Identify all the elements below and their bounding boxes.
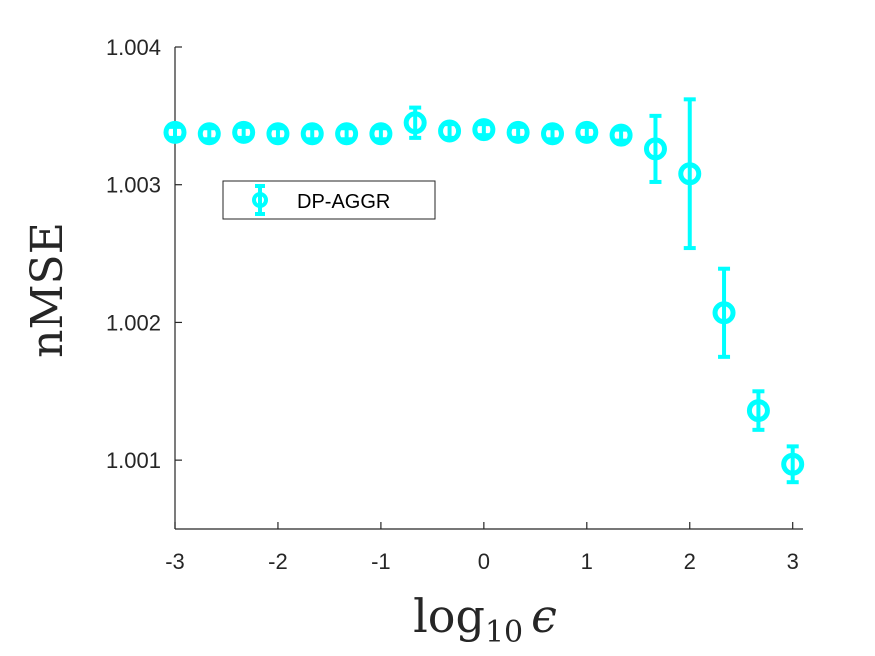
data-point <box>300 122 324 146</box>
data-point <box>163 120 187 144</box>
x-tick-label: 1 <box>581 549 593 574</box>
data-point <box>781 444 805 485</box>
data-point <box>438 119 462 143</box>
data-point-marker <box>643 137 667 161</box>
data-point-marker <box>472 118 496 142</box>
data-point-marker <box>609 123 633 147</box>
x-axis-label-epsilon: ϵ <box>531 589 557 643</box>
data-point-marker <box>300 122 324 146</box>
data-point <box>472 118 496 142</box>
data-point-marker <box>438 119 462 143</box>
x-tick-label: 3 <box>787 549 799 574</box>
data-point <box>335 122 359 146</box>
x-tick-label: -2 <box>268 549 288 574</box>
y-tick-label: 1.002 <box>106 310 161 335</box>
y-axis-label: nMSE <box>22 222 73 358</box>
x-tick-label: 0 <box>478 549 490 574</box>
data-point-marker <box>232 120 256 144</box>
y-tick-label: 1.001 <box>106 448 161 473</box>
x-axis-label-log: log <box>413 589 485 643</box>
x-tick-label: 2 <box>684 549 696 574</box>
data-point-marker <box>403 111 427 135</box>
x-tick-label: -1 <box>371 549 391 574</box>
legend-circle-marker <box>252 192 268 208</box>
data-point-marker <box>541 122 565 146</box>
legend-marker <box>252 184 268 216</box>
data-point-marker <box>781 452 805 476</box>
data-point-marker <box>369 122 393 146</box>
data-point-marker <box>506 120 530 144</box>
data-point <box>746 389 770 432</box>
data-point <box>678 97 702 251</box>
data-point <box>369 122 393 146</box>
data-point-marker <box>712 301 736 325</box>
data-point <box>541 122 565 146</box>
x-axis-label-subscript: 10 <box>485 615 523 650</box>
data-point-marker <box>335 122 359 146</box>
x-axis-label: log10 ϵ <box>413 589 557 650</box>
data-point-marker <box>575 120 599 144</box>
data-point <box>266 122 290 146</box>
ticks: -3 -2 -1 0 1 2 3 1.001 1.002 1.003 1.004 <box>106 35 799 574</box>
data-point-marker <box>678 162 702 186</box>
data-point-marker <box>163 120 187 144</box>
series-layer <box>163 97 805 485</box>
data-point <box>643 113 667 184</box>
legend: DP-AGGR <box>222 180 436 220</box>
data-point <box>506 120 530 144</box>
legend-entry-label: DP-AGGR <box>297 191 390 213</box>
x-tick-label: -3 <box>165 549 185 574</box>
data-point <box>197 122 221 146</box>
data-point <box>232 120 256 144</box>
data-point <box>609 123 633 147</box>
data-point-marker <box>197 122 221 146</box>
data-point <box>712 266 736 359</box>
y-tick-label: 1.003 <box>106 173 161 198</box>
y-tick-label: 1.004 <box>106 35 161 60</box>
data-point-marker <box>266 122 290 146</box>
data-point <box>575 120 599 144</box>
data-point-marker <box>746 399 770 423</box>
data-point <box>403 105 427 140</box>
